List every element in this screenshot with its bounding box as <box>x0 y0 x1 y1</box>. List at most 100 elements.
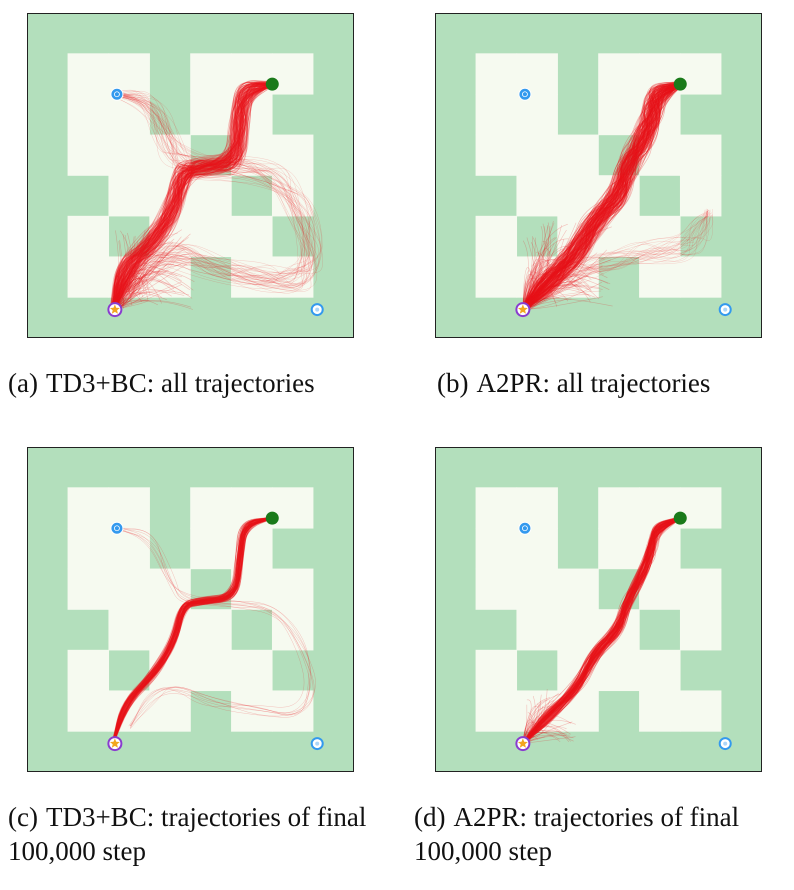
trajectory-line <box>112 84 271 311</box>
trajectory-line <box>525 84 681 313</box>
trajectory-line <box>521 212 709 312</box>
trajectory-line <box>113 89 309 298</box>
trajectory-line <box>115 527 312 727</box>
trajectory-line <box>522 82 679 310</box>
trajectory-line <box>525 209 711 312</box>
trajectory-line <box>522 267 538 310</box>
trajectory-line <box>113 83 275 310</box>
trajectory-line <box>112 85 271 311</box>
trajectory-line <box>520 85 680 307</box>
trajectory-line <box>521 517 680 745</box>
trajectory-line <box>525 83 679 309</box>
trajectory-line <box>111 518 272 744</box>
trajectory-line <box>113 516 272 745</box>
maze-floor-cell <box>67 487 110 529</box>
maze-floor-cell <box>231 53 273 95</box>
trajectory-line <box>524 80 681 309</box>
trajectory-line <box>112 86 270 312</box>
panel-b <box>435 13 762 338</box>
trajectory-line <box>114 241 139 310</box>
trajectory-line <box>110 81 275 313</box>
trajectory-line <box>113 84 270 309</box>
trajectory-line <box>522 276 569 310</box>
trajectory-line <box>521 519 681 744</box>
trajectory-line <box>522 248 564 310</box>
maze-floor-cell <box>271 256 314 298</box>
trajectory-line <box>114 229 183 310</box>
trajectory-line <box>113 518 273 745</box>
trajectory-line <box>521 518 682 745</box>
trajectory-line <box>522 516 681 743</box>
trajectory-line <box>523 84 679 308</box>
trajectory-line <box>118 92 317 296</box>
maze-floor-cell <box>149 256 191 298</box>
trajectory-line <box>113 516 272 744</box>
trajectory-line <box>113 516 272 745</box>
trajectory-line <box>522 260 583 310</box>
trajectory-line <box>523 518 682 744</box>
maze-floor-cell <box>516 53 558 95</box>
trajectory-line <box>112 517 272 744</box>
trajectory-line <box>521 86 681 308</box>
trajectory-line <box>523 82 678 313</box>
trajectory-line <box>520 85 684 312</box>
trajectory-bundle <box>109 80 276 313</box>
trajectory-line <box>524 84 682 308</box>
trajectory-line <box>523 84 680 312</box>
maze-floor-cell <box>598 649 640 692</box>
trajectory-line <box>520 209 709 310</box>
trajectory-line <box>521 516 682 745</box>
trajectory-line <box>114 230 133 310</box>
trajectory-line <box>113 83 273 311</box>
trajectory-line <box>113 84 273 312</box>
trajectory-line <box>112 518 273 745</box>
caption-c-label: (c) <box>8 802 38 832</box>
trajectory-line <box>523 518 682 743</box>
trajectory-line <box>524 518 682 745</box>
trajectory-line <box>112 517 274 745</box>
trajectory-line <box>522 271 543 310</box>
trajectory-line <box>114 275 124 310</box>
trajectory-line <box>522 246 571 310</box>
caption-d-text: A2PR: trajectories of final 100,000 step <box>414 802 740 866</box>
trajectory-line <box>117 96 310 296</box>
maze-floor-cell <box>190 527 232 570</box>
maze-floor-cell <box>598 215 640 258</box>
trajectory-line <box>522 517 681 745</box>
trajectory-line <box>522 249 608 310</box>
trajectory-line <box>525 210 710 311</box>
trajectory-line <box>520 82 682 311</box>
trajectory-line <box>523 518 680 744</box>
trajectory-line <box>113 517 273 743</box>
trajectory-line <box>114 277 176 310</box>
trajectory-line <box>114 252 193 310</box>
trajectory-line <box>113 85 274 311</box>
trajectory-line <box>523 516 682 745</box>
trajectory-line <box>523 516 682 746</box>
trajectory-line <box>523 82 683 312</box>
trajectory-line <box>113 81 275 308</box>
trajectory-line <box>522 706 562 744</box>
trajectory-line <box>521 82 683 313</box>
trajectory-line <box>114 275 144 310</box>
trajectory-line <box>111 517 274 743</box>
maze-floor-cell <box>516 527 558 570</box>
trajectory-line <box>113 82 275 313</box>
trajectory-line <box>524 517 681 743</box>
trajectory-line <box>522 518 682 744</box>
trajectory-line <box>112 81 270 307</box>
trajectory-line <box>521 84 681 308</box>
trajectory-line <box>521 86 682 313</box>
trajectory-line <box>113 518 272 744</box>
trajectory-line <box>111 84 272 310</box>
trajectory-line <box>524 84 682 313</box>
trajectory-line <box>521 517 681 744</box>
trajectory-line <box>521 518 680 744</box>
trajectory-line <box>523 517 680 744</box>
trajectory-line <box>112 517 273 743</box>
trajectory-line <box>113 81 273 313</box>
trajectory-line <box>524 83 681 312</box>
trajectory-line <box>114 232 178 310</box>
maze-floor-cell <box>271 690 314 732</box>
trajectory-line <box>522 86 683 312</box>
